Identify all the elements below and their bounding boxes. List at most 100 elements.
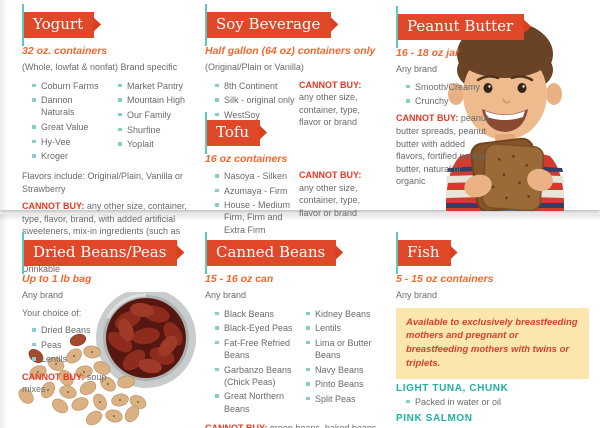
list-item: Yoplait	[118, 138, 194, 150]
cannot-buy-label: CANNOT BUY:	[22, 371, 85, 382]
peanut-note: Any brand	[396, 64, 438, 74]
cannot-buy-label: CANNOT BUY:	[299, 170, 362, 180]
peanut-size: 16 - 18 oz jar	[396, 47, 460, 59]
fish-note: Any brand	[396, 290, 438, 300]
list-item: Peas	[32, 339, 194, 351]
fish-size: 5 - 15 oz containers	[396, 273, 494, 285]
canned-beans-size: 15 - 16 oz can	[205, 273, 274, 285]
dried-beans-choices: Dried Beans Peas Lentils	[22, 324, 194, 365]
list-item: Pinto Beans	[306, 378, 387, 390]
cannot-buy-text: any other size, container, type, flavor …	[299, 182, 361, 218]
yogurt-title: Yogurt	[33, 15, 84, 33]
light-tuna-heading: LIGHT TUNA, CHUNK	[396, 382, 509, 394]
yogurt-size: 32 oz. containers	[22, 45, 108, 57]
cannot-buy-label: CANNOT BUY:	[22, 201, 85, 212]
pink-salmon-heading: PINK SALMON	[396, 412, 473, 424]
canned-beans-cannot-buy: CANNOT BUY: green beans, baked beans, fl…	[205, 422, 387, 428]
section-tofu: Tofu 16 oz containers Nasoya - Silken Azu…	[205, 112, 377, 243]
soy-brands: 8th Continent Silk - original only WestSoy	[205, 80, 299, 129]
list-item: Azumaya - Firm	[215, 185, 299, 197]
section-dried-beans-peas: Dried Beans/Peas Up to 1 lb bag Any bran…	[22, 232, 194, 401]
peanut-types: Smooth/Creamy Crunchy	[396, 81, 492, 108]
list-item: 8th Continent	[215, 80, 299, 92]
section-yogurt: Yogurt 32 oz. containers (Whole, lowfat …	[22, 4, 194, 281]
yogurt-flavors: Flavors include: Original/Plain, Vanilla…	[22, 170, 183, 194]
list-item: Mountain High	[118, 94, 194, 106]
section-fish: Fish 5 - 15 oz containers Any brand Avai…	[396, 232, 589, 428]
list-item: Nasoya - Silken	[215, 170, 299, 182]
tofu-banner: Tofu	[205, 112, 261, 154]
dried-beans-photo	[8, 288, 198, 428]
canned-beans-note: Any brand	[205, 290, 247, 300]
yogurt-brands-col1: Coburn Farms Dannon Naturals Great Value Hy…	[22, 80, 108, 165]
canned-beans-title: Canned Beans	[216, 243, 326, 261]
tofu-cannot-buy: CANNOT BUY: any other size, container, t…	[299, 169, 377, 238]
section-peanut-butter: Peanut Butter 16 - 18 oz jar Any brand S…	[396, 6, 525, 193]
cannot-buy-label: CANNOT BUY:	[396, 113, 459, 124]
fish-banner: Fish	[396, 232, 451, 274]
peanut-title: Peanut Butter	[407, 17, 514, 35]
list-item: Coburn Farms	[32, 80, 108, 92]
canned-beans-banner: Canned Beans	[205, 232, 337, 274]
list-item: Our Family	[118, 109, 194, 121]
soy-cannot-buy: CANNOT BUY: any other size, container, t…	[299, 79, 377, 129]
list-item: Garbanzo Beans (Chick Peas)	[215, 364, 296, 388]
list-item: Kroger	[32, 150, 108, 162]
yogurt-note: (Whole, lowfat & nonfat) Brand specific	[22, 62, 178, 72]
canned-beans-col1: Black Beans Black-Eyed Peas Fat-Free Refri…	[205, 308, 296, 418]
list-item: Great Northern Beans	[215, 390, 296, 414]
list-item: Kidney Beans	[306, 308, 387, 320]
list-item: Black-Eyed Peas	[215, 322, 296, 334]
soy-size: Half gallon (64 oz) containers only	[205, 45, 376, 57]
cannot-buy-label: CANNOT BUY:	[299, 79, 362, 90]
boy-eating-bread-photo	[400, 0, 600, 213]
dried-beans-choice-label: Your choice of:	[22, 307, 82, 318]
light-tuna-items: Packed in water or oil	[396, 396, 589, 408]
list-item: Split Peas	[306, 393, 387, 405]
list-item: Hy-Vee	[32, 136, 108, 148]
list-item: Smooth/Creamy	[406, 81, 492, 93]
yogurt-banner: Yogurt	[22, 4, 95, 46]
list-item: Lentils	[306, 322, 387, 334]
list-item: Silk - original only	[215, 94, 299, 106]
cannot-buy-label: CANNOT BUY:	[205, 423, 267, 428]
list-item: Black Beans	[215, 308, 296, 320]
list-item: Lima or Butter Beans	[306, 337, 387, 361]
list-item: WestSoy	[215, 109, 299, 121]
dried-beans-note: Any brand	[22, 290, 64, 300]
list-item: Fat-Free Refried Beans	[215, 337, 296, 361]
list-item: Great Value	[32, 121, 108, 133]
canned-beans-col2: Kidney Beans Lentils Lima or Butter Beans N…	[296, 308, 387, 418]
dried-beans-title: Dried Beans/Peas	[33, 243, 167, 261]
cannot-buy-text: soup mixes	[22, 371, 107, 395]
pink-salmon-items: Packed in water or oil	[396, 426, 589, 428]
soy-title: Soy Beverage	[216, 15, 321, 33]
list-item: Dannon Naturals	[32, 94, 108, 118]
list-item: Crunchy	[406, 95, 492, 107]
peanut-banner: Peanut Butter	[396, 6, 525, 48]
soy-banner: Soy Beverage	[205, 4, 332, 46]
dried-beans-banner: Dried Beans/Peas	[22, 232, 178, 274]
soy-note: (Original/Plain or Vanilla)	[205, 62, 304, 72]
list-item: Shurfine	[118, 124, 194, 136]
section-canned-beans: Canned Beans 15 - 16 oz can Any brand Bl…	[205, 232, 387, 428]
peanut-cannot-buy: CANNOT BUY: peanut butter spreads, peanu…	[396, 112, 492, 188]
dried-beans-cannot-buy: CANNOT BUY: soup mixes	[22, 371, 112, 396]
list-item: Lentils	[32, 353, 194, 365]
cannot-buy-text: any other size, container, type, flavor …	[299, 92, 361, 128]
list-item: Packed in water or oil	[406, 396, 589, 408]
tofu-title: Tofu	[216, 123, 250, 141]
breastfeeding-notice: Available to exclusively breastfeeding m…	[396, 307, 589, 379]
dried-beans-size: Up to 1 lb bag	[22, 273, 92, 285]
fish-title: Fish	[407, 243, 440, 261]
tofu-brands: Nasoya - Silken Azumaya - Firm House - Med…	[205, 170, 299, 238]
list-item: Market Pantry	[118, 80, 194, 92]
list-item: Dried Beans	[32, 324, 194, 336]
list-item: Packed in water or oil	[406, 426, 589, 428]
tofu-size: 16 oz containers	[205, 153, 288, 165]
yogurt-brands-col2: Market Pantry Mountain High Our Family Shur…	[108, 80, 194, 165]
list-item: Navy Beans	[306, 364, 387, 376]
section-soy-beverage: Soy Beverage Half gallon (64 oz) contain…	[205, 4, 377, 134]
cannot-buy-text: green beans, baked beans, flavored beans…	[205, 423, 379, 428]
